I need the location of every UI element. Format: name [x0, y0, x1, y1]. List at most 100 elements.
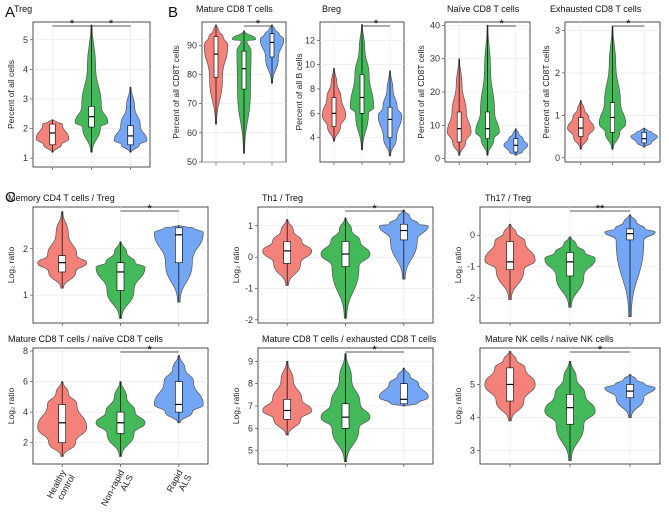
- iqr-box: [283, 399, 291, 420]
- y-tick-label: 7: [248, 401, 253, 411]
- y-tick-label: 0: [435, 154, 440, 164]
- y-tick-label: -1: [467, 262, 475, 272]
- chart-title: Th17 / Treg: [485, 193, 531, 203]
- y-tick-label: 6: [310, 108, 315, 118]
- iqr-box: [400, 383, 408, 405]
- y-tick-label: 5: [248, 446, 253, 456]
- y-axis-label: Log₂ ratio: [6, 388, 16, 425]
- violin-group-0: [37, 381, 88, 457]
- x-category-label: Healthycontrol: [45, 468, 77, 505]
- violin-group-0: [203, 24, 229, 125]
- y-tick-label: 1: [23, 290, 28, 300]
- violin-group-0: [446, 58, 472, 156]
- y-tick-label: 1: [23, 153, 28, 163]
- iqr-box: [456, 111, 462, 143]
- y-tick-label: 2: [23, 244, 28, 254]
- chart-title: Th1 / Treg: [262, 193, 303, 203]
- chart-title: Breg: [322, 4, 341, 14]
- chart-title: Mature CD8 T cells / naïve CD8 T cells: [8, 334, 163, 344]
- iqr-box: [578, 117, 584, 137]
- y-axis-label: Log₂ ratio: [453, 388, 463, 425]
- violin-group-2: [153, 355, 204, 424]
- chart-mature_exh_cd8: 5 6 7 8 9 Mature CD8 T cells / exhausted CD8 …: [231, 334, 437, 467]
- violin-group-0: [484, 350, 536, 422]
- panel-label-c: C: [5, 189, 16, 206]
- significance-label: *: [148, 203, 153, 215]
- y-axis-label: Log₂ ratio: [231, 388, 241, 425]
- y-tick-label: -2: [245, 315, 253, 325]
- chart-breg: 4 6 8 10 12 Breg Percent of all B cells *: [294, 4, 405, 165]
- x-category-label: RapidALS: [165, 468, 194, 498]
- panel-label-a: A: [5, 4, 15, 21]
- violin-group-2: [153, 225, 204, 303]
- y-tick-label: 90: [187, 40, 197, 50]
- significance-label: *: [148, 344, 153, 356]
- y-axis-label: Log₂ ratio: [231, 247, 241, 284]
- x-category-labels: Healthycontrol Non-rapidALS RapidALS: [45, 468, 194, 508]
- iqr-box: [641, 132, 647, 144]
- y-tick-label: 50: [187, 157, 197, 167]
- y-tick-label: -2: [467, 293, 475, 303]
- chart-exhausted_cd8: 0 1 2 3 Exhausted CD8 T cells Percent of all …: [541, 4, 661, 165]
- y-tick-label: 5: [23, 35, 28, 45]
- y-tick-label: 3: [23, 94, 28, 104]
- significance-label: *: [109, 18, 114, 30]
- iqr-box: [175, 227, 183, 263]
- iqr-box: [341, 403, 350, 429]
- violin-group-2: [604, 214, 656, 318]
- y-tick-label: 2: [23, 124, 28, 134]
- y-tick-label: 6: [23, 377, 28, 387]
- violin-group-2: [378, 209, 429, 280]
- violin-group-2: [377, 70, 403, 157]
- y-axis-label: Percent of all cells: [6, 60, 16, 129]
- y-axis-label: Percent of all CD8T cells: [416, 45, 426, 138]
- chart-title: Naïve CD8 T cells: [447, 4, 520, 14]
- violin-group-0: [37, 211, 88, 289]
- significance-label: *: [598, 344, 603, 356]
- y-tick-label: 60: [187, 128, 197, 138]
- y-tick-label: 3: [470, 446, 475, 456]
- chart-mature_cd8: 50 60 70 80 90 Mature CD8 T cells Percent of a…: [171, 4, 287, 167]
- significance-label: *: [256, 18, 261, 30]
- y-tick-label: 4: [310, 133, 315, 143]
- chart-title: Memory CD4 T cells / Treg: [8, 193, 115, 203]
- x-category-label: Non-rapidALS: [99, 468, 135, 508]
- chart-th1_treg: -2 -1 0 1 Th1 / Treg Log₂ ratio *: [231, 193, 434, 326]
- violin-group-1: [95, 241, 146, 319]
- y-tick-label: 5: [470, 379, 475, 389]
- y-tick-label: 80: [187, 70, 197, 80]
- violin-group-0: [262, 361, 313, 436]
- y-tick-label: 8: [310, 84, 315, 94]
- y-axis-label: Log₂ ratio: [453, 247, 463, 284]
- y-tick-label: -1: [245, 284, 253, 294]
- chart-title: Mature NK cells / naïve NK cells: [485, 334, 614, 344]
- iqr-box: [116, 262, 125, 291]
- panel-label-b: B: [168, 4, 178, 21]
- iqr-box: [566, 252, 574, 277]
- violin-group-1: [349, 24, 375, 151]
- iqr-box: [485, 111, 490, 139]
- significance-label: *: [70, 18, 75, 30]
- y-tick-label: 40: [430, 20, 440, 30]
- chart-title: Mature CD8 T cells / exhausted CD8 T cel…: [262, 334, 437, 344]
- y-axis-label: Percent of all CD8T cells: [541, 45, 551, 138]
- y-tick-label: 0: [248, 252, 253, 262]
- chart-mature_naive_cd8: 2 4 6 8 Mature CD8 T cells / naïve CD8 T cel…: [6, 334, 209, 467]
- iqr-box: [49, 123, 56, 146]
- y-tick-label: 1: [555, 110, 560, 120]
- y-tick-label: 30: [430, 54, 440, 64]
- significance-label: *: [626, 18, 631, 30]
- iqr-box: [626, 228, 634, 241]
- y-axis-label: Percent of all CD8T cells: [171, 45, 181, 138]
- iqr-box: [331, 97, 337, 127]
- violin-group-1: [475, 24, 500, 156]
- iqr-box: [58, 404, 66, 443]
- y-tick-label: 9: [248, 356, 253, 366]
- y-tick-label: 0: [555, 153, 560, 163]
- violin-group-0: [567, 100, 595, 150]
- chart-naive_cd8: 0 10 20 30 40 Naïve CD8 T cells Percent of all…: [416, 4, 531, 165]
- y-tick-label: 12: [305, 35, 315, 45]
- y-tick-label: 2: [555, 68, 560, 78]
- iqr-box: [127, 125, 134, 146]
